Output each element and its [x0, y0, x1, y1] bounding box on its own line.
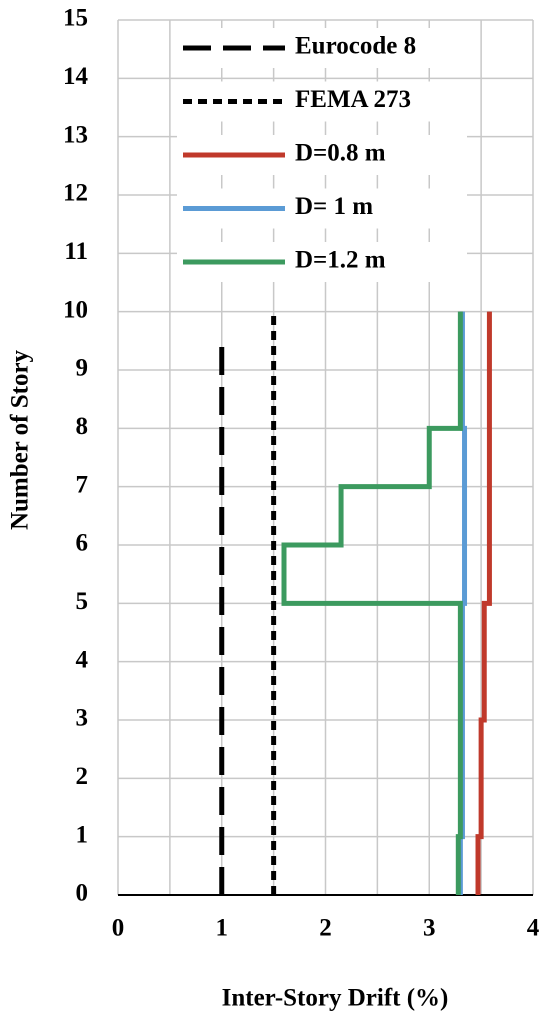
y-tick-label: 0	[76, 880, 89, 907]
y-tick-label: 6	[76, 530, 89, 557]
legend-label: Eurocode 8	[295, 33, 416, 60]
series-line	[281, 311, 463, 895]
y-tick-label: 1	[76, 821, 89, 848]
y-axis-label: Number of Story	[7, 349, 34, 530]
y-tick-label: 2	[76, 763, 89, 790]
x-axis-label: Inter-Story Drift (%)	[222, 985, 449, 1012]
y-tick-label: 3	[76, 705, 89, 732]
y-tick-label: 9	[76, 355, 89, 382]
legend-label: D= 1 m	[295, 193, 373, 220]
x-tick-label: 0	[112, 915, 125, 942]
x-tick-label: 1	[216, 915, 229, 942]
y-tick-label: 8	[76, 413, 89, 440]
y-tick-label: 13	[63, 121, 88, 148]
x-tick-label: 2	[319, 915, 332, 942]
y-tick-label: 14	[63, 63, 89, 90]
legend-bg	[177, 81, 467, 122]
y-tick-label: 7	[76, 471, 89, 498]
y-tick-label: 4	[76, 646, 89, 673]
series-line	[475, 311, 492, 895]
x-tick-label: 4	[527, 915, 540, 942]
y-tick-label: 10	[63, 296, 88, 323]
legend-label: FEMA 273	[295, 86, 411, 113]
y-tick-label: 11	[64, 238, 88, 265]
y-tick-label: 15	[63, 5, 88, 32]
legend-label: D=0.8 m	[295, 140, 386, 167]
y-tick-label: 12	[63, 180, 88, 207]
x-tick-label: 3	[423, 915, 436, 942]
legend-label: D=1.2 m	[295, 247, 386, 274]
y-tick-label: 5	[76, 588, 89, 615]
